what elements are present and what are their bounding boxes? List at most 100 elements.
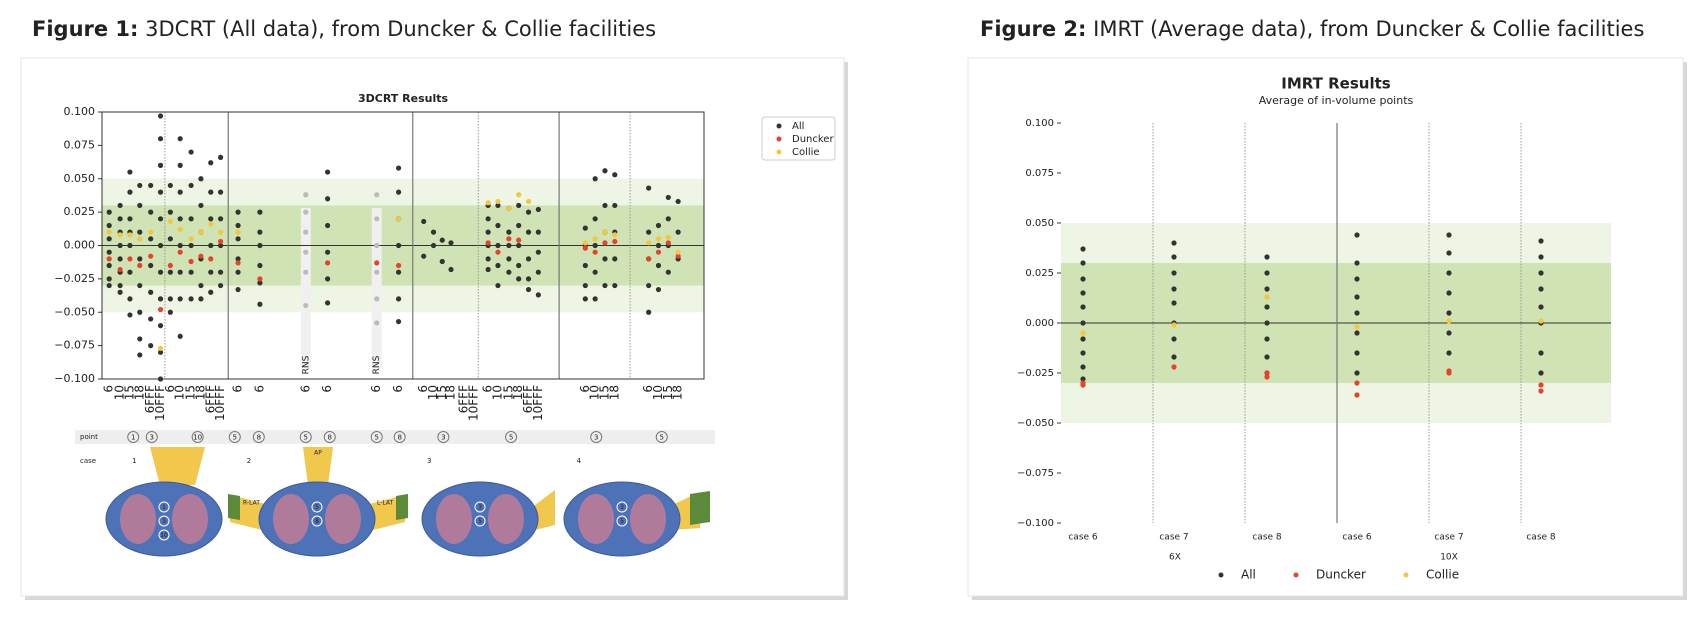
data-point [217, 189, 224, 195]
data-point [1354, 350, 1360, 356]
x-tick-label: case 6 [1342, 533, 1372, 543]
figure-caption: Figure 2: IMRT (Average data), from Dunc… [980, 17, 1644, 41]
lung [273, 494, 309, 544]
data-point [592, 249, 598, 255]
y-tick-label: −0.050 [1017, 418, 1054, 429]
phantom-label: 3 [162, 518, 166, 525]
data-point [582, 240, 588, 246]
data-point [208, 256, 214, 262]
x-tick-label: 18 [193, 385, 207, 400]
data-point [106, 209, 112, 215]
x-tick-label: 10 [588, 385, 602, 400]
data-point [1080, 320, 1086, 326]
data-point [198, 229, 204, 235]
data-point [374, 242, 380, 249]
point-marker [252, 431, 265, 443]
data-point [1354, 260, 1360, 266]
data-point [612, 232, 618, 238]
data-point [1080, 376, 1086, 382]
data-point [208, 221, 214, 227]
x-tick-label: case 8 [1252, 533, 1282, 543]
data-point [516, 262, 522, 269]
data-point [217, 229, 224, 235]
data-point [506, 229, 512, 235]
row-label: point [80, 433, 98, 441]
y-tick-label: 0.075 [64, 138, 96, 151]
data-point [148, 182, 154, 189]
data-point [198, 282, 204, 289]
x-tick-label: 6 [416, 385, 430, 393]
phantom-label: 1 [162, 504, 166, 511]
point-label: 1 [131, 434, 135, 442]
x-tick-label: case 8 [1526, 533, 1556, 543]
data-point [157, 242, 164, 249]
point-marker [228, 431, 241, 443]
data-point [1538, 350, 1544, 356]
point-label: 5 [233, 434, 237, 442]
data-point [1446, 310, 1452, 316]
data-point [217, 242, 224, 249]
x-tick-label: 18 [511, 385, 525, 400]
data-point [506, 256, 512, 262]
data-point [448, 240, 454, 246]
data-point [374, 269, 380, 275]
data-point [177, 249, 183, 255]
data-point [535, 292, 541, 298]
x-tick-label: 15 [184, 385, 198, 400]
data-point [127, 242, 133, 249]
y-tick-label: −0.075 [54, 339, 95, 352]
data-point [325, 300, 331, 306]
data-point [1080, 382, 1086, 388]
y-tick-label: −0.025 [1017, 368, 1054, 379]
x-tick-label: 18 [132, 385, 146, 400]
data-point [117, 202, 123, 209]
data-point [217, 154, 224, 160]
data-point [217, 216, 224, 222]
data-point [235, 229, 241, 235]
beam [690, 491, 710, 525]
data-point [188, 258, 194, 265]
x-tick-label: 15 [661, 385, 675, 400]
data-point [1538, 270, 1544, 276]
y-tick-label: −0.100 [54, 372, 95, 385]
data-point [1538, 388, 1544, 394]
lung [578, 494, 614, 544]
data-point [516, 192, 522, 198]
data-point [208, 160, 214, 166]
legend-marker [1293, 572, 1299, 578]
data-point [167, 218, 173, 225]
data-point [655, 236, 662, 242]
data-point [167, 269, 173, 275]
x-tick-label: 10 [426, 385, 440, 400]
data-point [675, 198, 681, 205]
data-point [1354, 276, 1360, 282]
phantom-point [158, 515, 170, 527]
legend-label: Duncker [792, 134, 834, 145]
data-point [602, 168, 608, 174]
data-point [177, 136, 183, 142]
data-point [602, 229, 608, 235]
x-tick-label: 6 [369, 385, 383, 393]
data-point [208, 269, 214, 275]
x-tick-label: 6 [102, 385, 116, 393]
data-point [525, 286, 532, 293]
caption-label: Figure 1: [32, 17, 138, 41]
data-point [1538, 286, 1544, 292]
y-tick-label: 0.025 [1025, 268, 1054, 279]
data-point [582, 282, 588, 289]
phantom-label: 10 [160, 532, 168, 539]
data-point [148, 236, 154, 242]
data-point [665, 234, 671, 241]
data-point [157, 269, 164, 275]
data-point [117, 216, 123, 222]
data-point [137, 256, 143, 262]
data-point [506, 205, 512, 211]
data-point [592, 242, 598, 249]
x-tick-label: 6 [298, 385, 312, 393]
data-point [646, 256, 652, 262]
data-point [395, 189, 402, 195]
data-point [157, 349, 164, 355]
data-point [675, 253, 681, 259]
data-point [117, 256, 123, 262]
point-label: 5 [304, 434, 308, 442]
